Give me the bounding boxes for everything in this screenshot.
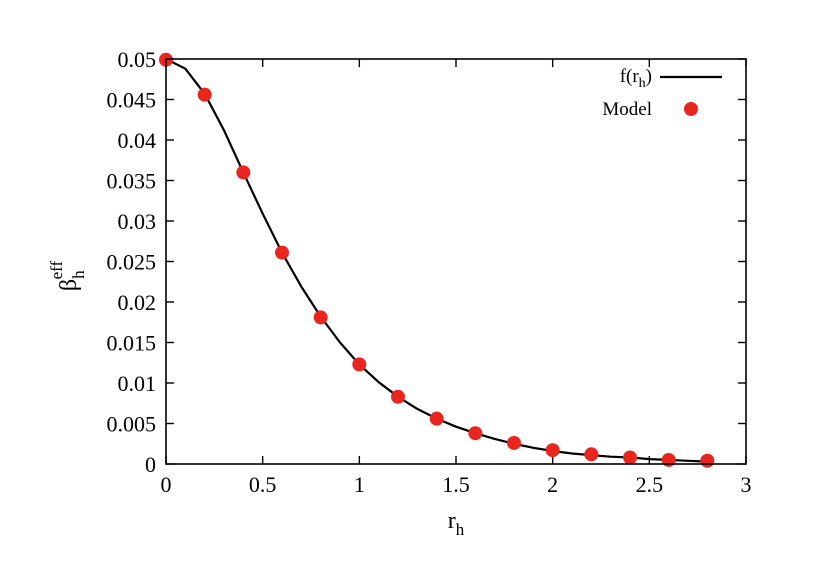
y-tick-label: 0.035 xyxy=(107,169,157,194)
x-tick-label: 0.5 xyxy=(249,472,277,497)
x-tick-label: 1.5 xyxy=(442,472,470,497)
y-tick-label: 0.045 xyxy=(107,88,157,113)
model-point xyxy=(545,443,560,458)
y-tick-label: 0.025 xyxy=(107,250,157,275)
model-point xyxy=(661,452,676,467)
legend-swatch-point xyxy=(684,102,698,116)
y-tick-label: 0.03 xyxy=(118,209,157,234)
legend: f(rh) Model xyxy=(602,66,722,120)
model-point xyxy=(584,447,599,462)
model-point xyxy=(468,426,483,441)
x-tick-label: 3 xyxy=(741,472,752,497)
model-point xyxy=(623,450,637,465)
y-tick-label: 0.01 xyxy=(118,371,157,396)
model-point xyxy=(700,453,715,468)
legend-entry-line: f(rh) xyxy=(620,66,722,91)
model-point xyxy=(236,165,251,180)
legend-label-model: Model xyxy=(602,99,652,120)
x-axis-label: rh xyxy=(448,508,465,539)
model-point xyxy=(197,87,212,102)
model-point xyxy=(507,435,521,450)
model-point xyxy=(352,357,367,372)
plot-frame xyxy=(165,58,747,465)
plot-content xyxy=(159,52,715,468)
x-tick-label: 1 xyxy=(354,472,365,497)
model-point xyxy=(275,245,289,260)
y-tick-label: 0.05 xyxy=(118,47,157,72)
y-axis-label: βheff xyxy=(47,261,88,292)
x-tick-label: 2 xyxy=(547,472,558,497)
y-tick-label: 0.005 xyxy=(107,412,157,437)
x-ticks: 0 0.5 1 1.5 2 2.5 3 xyxy=(161,59,752,497)
model-point xyxy=(313,310,328,325)
model-point xyxy=(391,389,405,404)
x-tick-label: 0 xyxy=(161,472,172,497)
y-tick-label: 0 xyxy=(145,452,156,477)
y-ticks: 0 0.005 0.01 0.015 0.02 0.025 0.03 0.035 0.04 0.0… xyxy=(107,47,746,477)
legend-entry-model: Model xyxy=(602,99,698,120)
legend-label-f: f(rh) xyxy=(620,66,652,91)
y-tick-label: 0.04 xyxy=(118,128,157,153)
y-tick-label: 0.02 xyxy=(118,290,157,315)
x-tick-label: 2.5 xyxy=(636,472,664,497)
y-tick-label: 0.015 xyxy=(107,331,157,356)
model-point xyxy=(429,411,444,426)
